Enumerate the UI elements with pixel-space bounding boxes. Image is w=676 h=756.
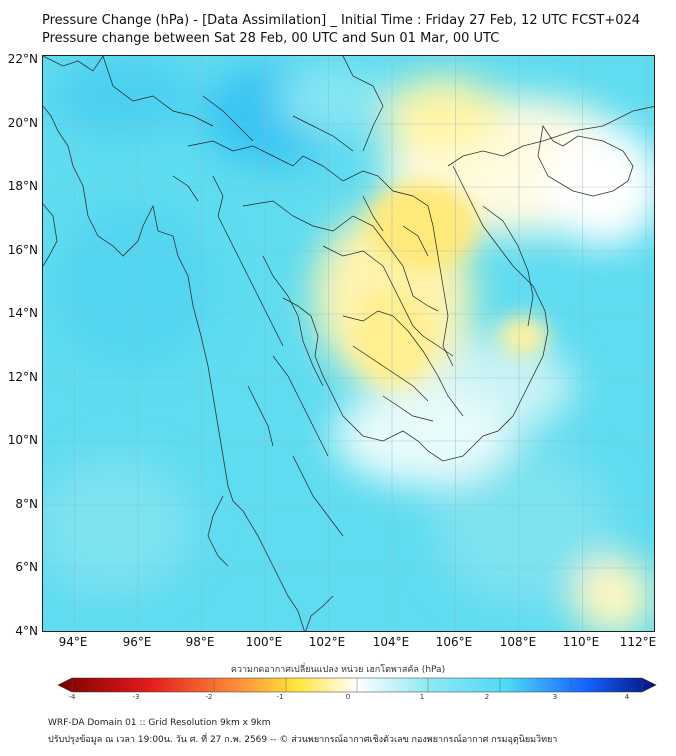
- lon-label-100: 100°E: [245, 635, 283, 649]
- coastlines: [43, 56, 654, 631]
- lon-label-106: 106°E: [435, 635, 473, 649]
- colorbar-tick-label: 0: [345, 693, 351, 701]
- map-canvas: [43, 56, 654, 631]
- map-title-line1: Pressure Change (hPa) - [Data Assimilati…: [42, 13, 641, 28]
- colorbar-tick-label: 3: [552, 693, 558, 701]
- lat-label-18: 18°N: [7, 179, 38, 193]
- pressure-change-map: [42, 55, 655, 632]
- colorbar-tick-label: 4: [624, 693, 630, 701]
- colorbar-tick-label: 2: [484, 693, 490, 701]
- footer-update-info: ปรับปรุงข้อมูล ณ เวลา 19:00น. วัน ศ. ที่…: [48, 735, 558, 745]
- colorbar-title: ความกดอากาศเปลี่ยนแปลง หน่วย เฮกโตพาสคัล…: [230, 665, 446, 675]
- lon-label-104: 104°E: [372, 635, 410, 649]
- footer-model-info: WRF-DA Domain 01 :: Grid Resolution 9km …: [48, 718, 271, 728]
- lon-label-98: 98°E: [185, 635, 215, 649]
- colorbar-tick-label: -4: [68, 693, 76, 701]
- lat-label-4: 4°N: [15, 624, 38, 638]
- colorbar: [57, 677, 657, 693]
- colorbar-tick-label: 1: [419, 693, 425, 701]
- map-title: Pressure Change (hPa) - [Data Assimilati…: [42, 12, 640, 48]
- lon-label-102: 102°E: [308, 635, 346, 649]
- colorbar-tick-label: -3: [132, 693, 140, 701]
- colorbar-ticks: [71, 678, 643, 692]
- lat-label-16: 16°N: [7, 243, 38, 257]
- lon-label-94: 94°E: [58, 635, 88, 649]
- lat-label-22: 22°N: [7, 52, 38, 66]
- lat-label-8: 8°N: [15, 497, 38, 511]
- lat-label-10: 10°N: [7, 433, 38, 447]
- borders: [102, 56, 534, 537]
- lon-label-112: 112°E: [619, 635, 657, 649]
- colorbar-tick-label: -1: [276, 693, 284, 701]
- lat-label-6: 6°N: [15, 560, 38, 574]
- lon-label-110: 110°E: [562, 635, 600, 649]
- lon-label-96: 96°E: [122, 635, 152, 649]
- lat-label-14: 14°N: [7, 306, 38, 320]
- lon-label-108: 108°E: [499, 635, 537, 649]
- map-title-line2: Pressure change between Sat 28 Feb, 00 U…: [42, 31, 500, 46]
- lat-label-12: 12°N: [7, 370, 38, 384]
- colorbar-tick-label: -2: [205, 693, 213, 701]
- lat-label-20: 20°N: [7, 116, 38, 130]
